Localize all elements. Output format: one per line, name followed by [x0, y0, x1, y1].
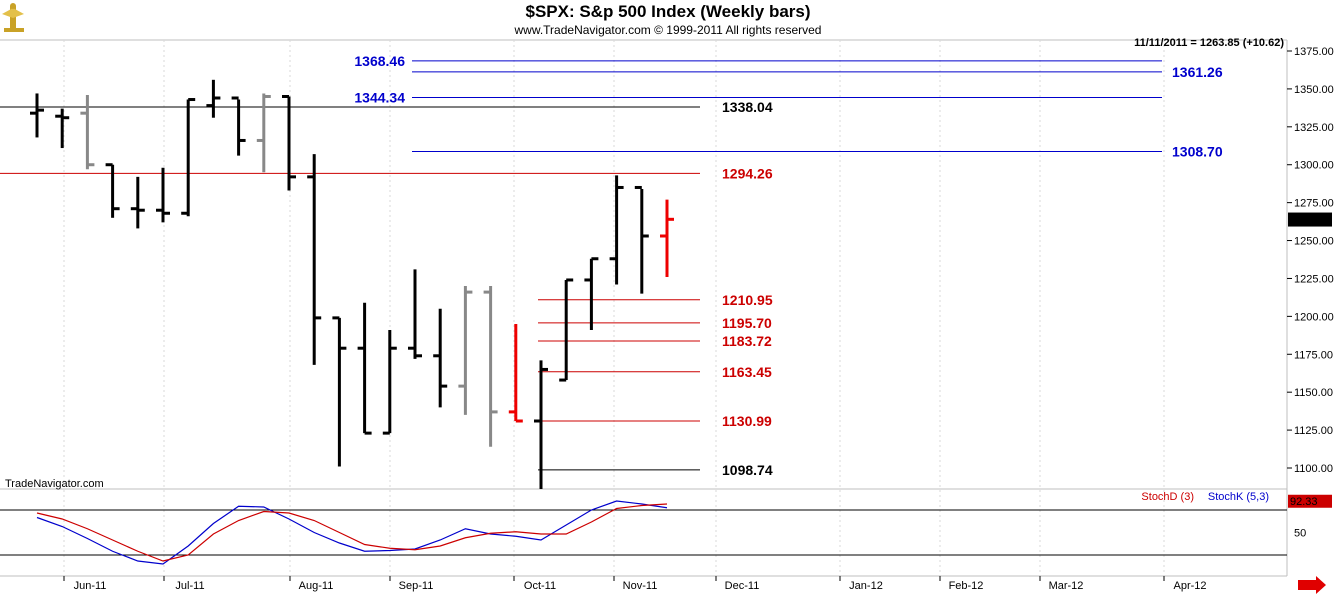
ohlc-bar — [357, 302, 372, 435]
ohlc-bar — [332, 316, 347, 467]
level-label: 1294.26 — [722, 165, 773, 181]
legend-stochk: StochK (5,3) — [1208, 491, 1269, 503]
stoch-tick-label: 50 — [1294, 528, 1306, 540]
stoch-series-line — [36, 503, 668, 562]
ohlc-bar — [534, 360, 548, 489]
level-label: 1361.26 — [1172, 64, 1223, 80]
level-label: 1183.72 — [722, 333, 772, 349]
ohlc-bar — [130, 176, 145, 229]
level-label: 1130.99 — [722, 413, 772, 429]
level-label: 1098.74 — [722, 462, 773, 478]
ohlc-bar — [282, 94, 296, 191]
month-label: Jul-11 — [175, 580, 204, 592]
month-label: Jan-12 — [849, 580, 883, 592]
level-label: 1163.45 — [722, 364, 772, 380]
stochastic-pane: 50 92.33 — [0, 494, 1332, 565]
last-quote: 11/11/2011 = 1263.85 (+10.62) — [1134, 37, 1284, 49]
ohlc-bar — [382, 330, 397, 435]
month-gridlines — [63, 40, 1165, 576]
watermark: TradeNavigator.com — [5, 478, 104, 490]
price-tick-label: 1200.00 — [1294, 311, 1334, 323]
month-label: Apr-12 — [1173, 580, 1206, 592]
stoch-last-label: 92.33 — [1290, 496, 1318, 508]
month-label: Feb-12 — [949, 580, 984, 592]
price-tick-label: 1125.00 — [1294, 425, 1333, 437]
price-tick-label: 1225.00 — [1294, 273, 1334, 285]
ohlc-bars — [30, 79, 674, 489]
price-tick-label: 1250.00 — [1294, 236, 1334, 248]
scroll-right-arrow[interactable] — [1298, 576, 1326, 594]
ohlc-bar — [256, 93, 271, 173]
month-label: Dec-11 — [725, 580, 760, 592]
price-tick-label: 1275.00 — [1294, 198, 1334, 210]
price-tick-label: 1175.00 — [1294, 349, 1333, 361]
ohlc-bar — [30, 93, 44, 138]
price-tick-label: 1300.00 — [1294, 160, 1334, 172]
price-tick-label: 1150.00 — [1294, 387, 1333, 399]
level-label: 1308.70 — [1172, 144, 1223, 160]
month-label: Mar-12 — [1049, 580, 1084, 592]
last-price-label: 1263.85 — [1290, 215, 1330, 227]
level-label: 1210.95 — [722, 292, 773, 308]
ohlc-bar — [559, 278, 574, 382]
ohlc-bar — [206, 79, 221, 118]
tradenavigator-logo — [2, 3, 24, 32]
price-axis: 1375.00 1350.00 1325.00 1300.00 1275.00 1250.… — [1287, 46, 1334, 475]
ohlc-bar — [609, 175, 624, 285]
price-tick-label: 1100.00 — [1294, 463, 1333, 475]
level-label: 1344.34 — [354, 89, 405, 105]
price-tick-label: 1350.00 — [1294, 84, 1334, 96]
stoch-last-tag — [1288, 494, 1332, 508]
ohlc-bar — [55, 108, 70, 149]
ohlc-bar — [458, 286, 473, 415]
ohlc-bar — [80, 94, 95, 170]
level-lines: 1368.46 1361.26 1344.34 1338.04 1308.70 1294.… — [0, 53, 1223, 478]
level-label: 1368.46 — [354, 53, 405, 69]
price-tick-label: 1325.00 — [1294, 122, 1334, 134]
last-price-tag — [1288, 212, 1332, 227]
legend-stochd: StochD (3) — [1141, 491, 1194, 503]
ohlc-bar — [307, 154, 322, 365]
stoch-series-line — [36, 500, 668, 565]
price-tick-label: 1375.00 — [1294, 46, 1334, 58]
level-label: 1338.04 — [722, 99, 773, 115]
ohlc-bar — [181, 98, 196, 217]
ohlc-bar — [433, 308, 448, 408]
ohlc-bar — [408, 269, 422, 359]
ohlc-bar — [105, 163, 120, 218]
ohlc-bar — [231, 96, 246, 156]
ohlc-bar — [156, 167, 170, 223]
ohlc-bar — [660, 199, 674, 277]
time-axis: Jun-11 Jul-11 Aug-11 Sep-11 Oct-11 Nov-11 Dec-… — [63, 576, 1207, 592]
ohlc-bar — [508, 323, 523, 423]
month-label: Sep-11 — [399, 580, 434, 592]
ohlc-bar — [584, 257, 599, 331]
level-label: 1195.70 — [722, 315, 772, 331]
ohlc-bar — [483, 286, 498, 447]
chart-title: $SPX: S&p 500 Index (Weekly bars) — [525, 2, 810, 21]
month-label: Oct-11 — [524, 580, 556, 592]
month-label: Jun-11 — [74, 580, 107, 592]
month-label: Nov-11 — [623, 580, 658, 592]
month-label: Aug-11 — [299, 580, 334, 592]
ohlc-bar — [634, 185, 649, 294]
copyright: www.TradeNavigator.com © 1999-2011 All r… — [514, 23, 822, 37]
